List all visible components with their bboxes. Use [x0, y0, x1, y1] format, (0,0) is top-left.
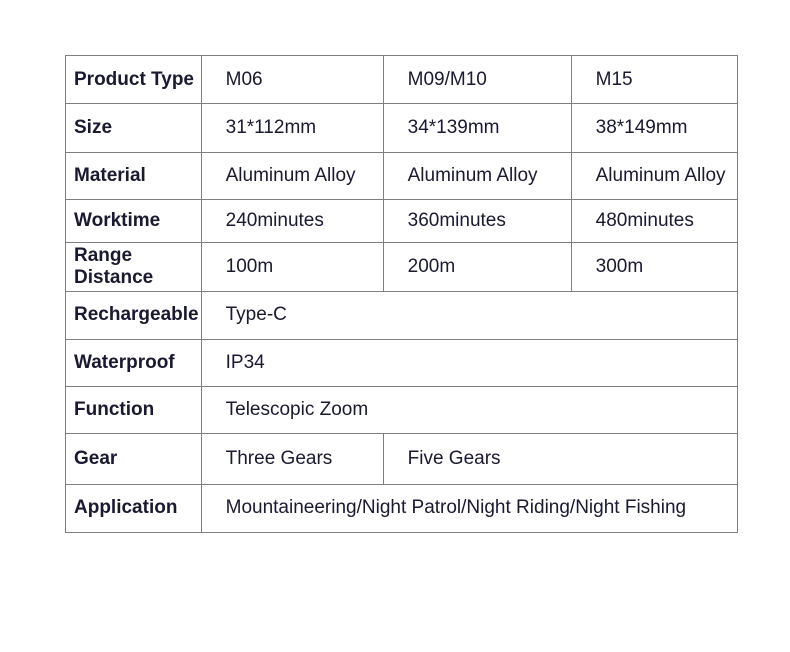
- cell-size-m06: 31*112mm: [200, 103, 384, 153]
- row-label-material: Material: [65, 152, 202, 200]
- cell-worktime-m09-m10: 360minutes: [382, 199, 572, 243]
- table-row-application: Application Mountaineering/Night Patrol/…: [65, 483, 738, 533]
- cell-range-m09-m10: 200m: [382, 242, 572, 292]
- table-row-size: Size 31*112mm 34*139mm 38*149mm: [65, 103, 738, 153]
- cell-material-m06: Aluminum Alloy: [200, 152, 384, 200]
- table-row-gear: Gear Three Gears Five Gears: [65, 432, 738, 485]
- cell-worktime-m06: 240minutes: [200, 199, 384, 243]
- cell-range-m15: 300m: [570, 242, 738, 292]
- table-row-function: Function Telescopic Zoom: [65, 385, 738, 434]
- product-spec-table: Product Type M06 M09/M10 M15 Size 31*112…: [65, 55, 738, 533]
- row-label-gear: Gear: [65, 432, 202, 485]
- cell-rechargeable: Type-C: [200, 290, 738, 340]
- cell-material-m15: Aluminum Alloy: [570, 152, 738, 200]
- cell-worktime-m15: 480minutes: [570, 199, 738, 243]
- cell-product-type-m06: M06: [200, 55, 384, 104]
- cell-range-m06: 100m: [200, 242, 384, 292]
- table-row-waterproof: Waterproof IP34: [65, 338, 738, 387]
- cell-product-type-m09-m10: M09/M10: [382, 55, 572, 104]
- cell-function: Telescopic Zoom: [200, 385, 738, 434]
- table-row-rechargeable: Rechargeable Type-C: [65, 290, 738, 340]
- row-label-worktime: Worktime: [65, 199, 202, 243]
- row-label-size: Size: [65, 103, 202, 153]
- cell-size-m09-m10: 34*139mm: [382, 103, 572, 153]
- cell-size-m15: 38*149mm: [570, 103, 738, 153]
- cell-material-m09-m10: Aluminum Alloy: [382, 152, 572, 200]
- row-label-application: Application: [65, 483, 202, 533]
- row-label-range-distance: Range Distance: [65, 242, 202, 292]
- table-row-range-distance: Range Distance 100m 200m 300m: [65, 242, 738, 292]
- cell-application: Mountaineering/Night Patrol/Night Riding…: [200, 483, 738, 533]
- cell-gear-three: Three Gears: [200, 432, 384, 485]
- cell-product-type-m15: M15: [570, 55, 738, 104]
- row-label-rechargeable: Rechargeable: [65, 290, 202, 340]
- table-row-product-type: Product Type M06 M09/M10 M15: [65, 55, 738, 104]
- table-row-worktime: Worktime 240minutes 360minutes 480minute…: [65, 199, 738, 243]
- table-row-material: Material Aluminum Alloy Aluminum Alloy A…: [65, 152, 738, 200]
- cell-waterproof: IP34: [200, 338, 738, 387]
- row-label-product-type: Product Type: [65, 55, 202, 104]
- row-label-waterproof: Waterproof: [65, 338, 202, 387]
- row-label-function: Function: [65, 385, 202, 434]
- cell-gear-five: Five Gears: [382, 432, 738, 485]
